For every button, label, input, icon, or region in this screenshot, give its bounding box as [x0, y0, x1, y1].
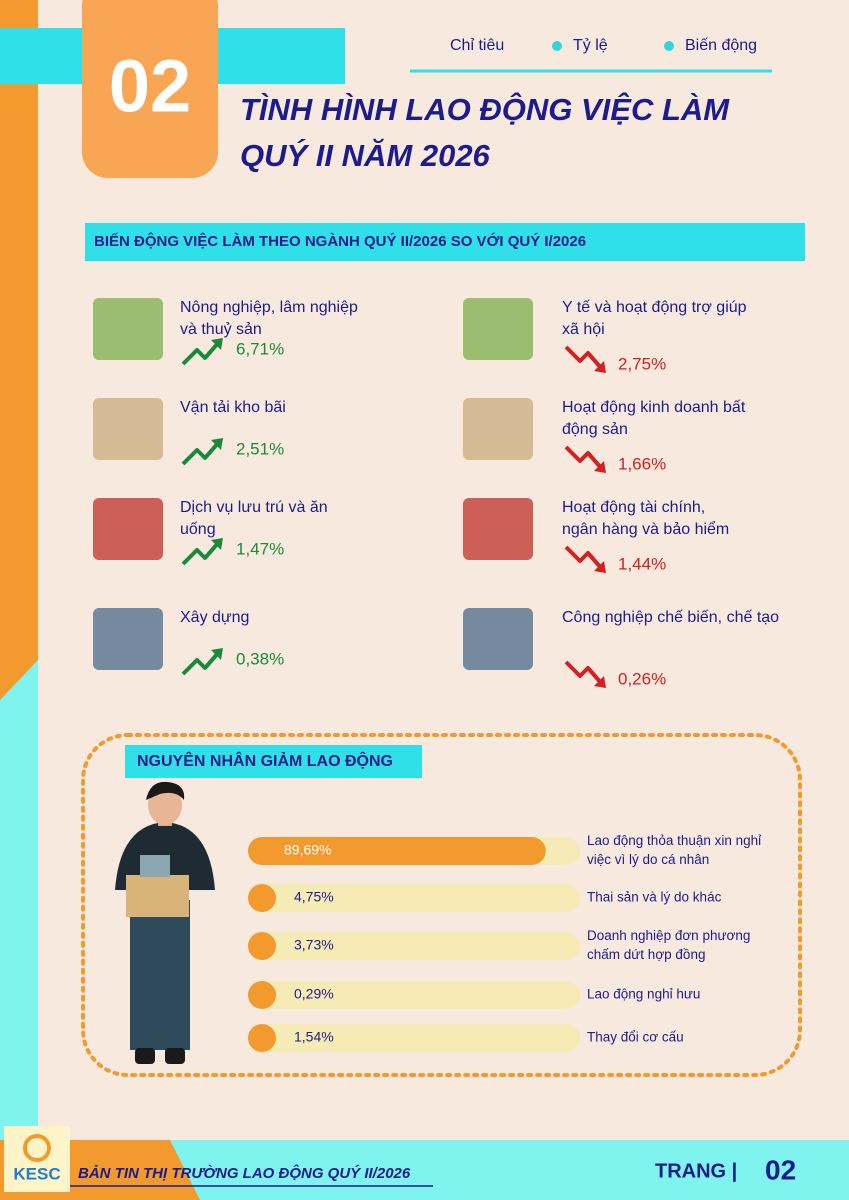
reason-bar	[248, 981, 276, 1009]
trend-arrow	[564, 545, 604, 571]
person-illustration	[115, 781, 215, 1064]
industry-icon	[463, 608, 533, 670]
reason-value: 1,54%	[294, 1029, 334, 1045]
section-title: BIẾN ĐỘNG VIỆC LÀM THEO NGÀNH QUÝ II/202…	[94, 232, 586, 250]
industry-icon	[93, 608, 163, 670]
industry-label: Vận tải kho bãi	[180, 399, 286, 416]
legend-item: Tỷ lệ	[573, 37, 608, 54]
trend-arrow	[181, 340, 221, 366]
industry-value: 1,66%	[618, 454, 666, 473]
trend-arrowhead	[594, 461, 606, 473]
title: QUÝ II NĂM 2026	[240, 138, 491, 173]
reason-value: 0,29%	[294, 986, 334, 1002]
industry-label: Xây dựng	[180, 609, 249, 626]
trend-arrow	[181, 650, 221, 676]
legend-item: Biến động	[685, 37, 757, 54]
industry-value: 2,51%	[236, 439, 284, 458]
reason-text: Lao động nghỉ hưu	[587, 987, 700, 1002]
industry-icon	[93, 498, 163, 560]
footer-title: BẢN TIN THỊ TRƯỜNG LAO ĐỘNG QUÝ II/2026	[78, 1164, 411, 1182]
reasons-frame	[81, 733, 802, 1077]
reason-value: 89,69%	[284, 842, 331, 858]
reason-track	[248, 932, 580, 960]
industry-icon	[93, 298, 163, 360]
trend-arrowhead	[594, 561, 606, 573]
industry-label: Hoạt động tài chính,	[562, 499, 705, 516]
page-number: 02	[765, 1154, 796, 1185]
trend-arrow	[564, 445, 604, 471]
legend-dot	[552, 41, 562, 51]
section-number: 02	[109, 45, 191, 128]
reason-text: Lao động thỏa thuận xin nghỉ	[587, 833, 761, 848]
reason-text: việc vì lý do cá nhân	[587, 852, 709, 867]
industry-label: Nông nghiệp, lâm nghiệp	[180, 299, 358, 316]
title: TÌNH HÌNH LAO ĐỘNG VIỆC LÀM	[240, 91, 730, 127]
trend-arrowhead	[211, 648, 223, 660]
trend-arrow	[181, 540, 221, 566]
trend-arrowhead	[594, 676, 606, 688]
industry-label: uống	[180, 521, 216, 538]
industry-label: Hoạt động kinh doanh bất	[562, 399, 746, 416]
industry-value: 6,71%	[236, 339, 284, 358]
section-header	[125, 745, 422, 778]
industry-value: 1,47%	[236, 539, 284, 558]
industry-label: và thuỷ sản	[180, 321, 262, 338]
industry-icon	[463, 498, 533, 560]
reason-value: 4,75%	[294, 889, 334, 905]
legend-item: Chỉ tiêu	[450, 37, 504, 54]
industry-label: Dịch vụ lưu trú và ăn	[180, 499, 328, 516]
reason-bar	[248, 1024, 276, 1052]
industry-value: 0,26%	[618, 669, 666, 688]
trend-arrow	[564, 345, 604, 371]
reason-bar	[248, 837, 546, 865]
logo-mark	[23, 1134, 51, 1162]
industry-label: xã hội	[562, 321, 605, 338]
industry-icon	[463, 298, 533, 360]
reason-track	[248, 1024, 580, 1052]
reason-text: chấm dứt hợp đồng	[587, 947, 705, 962]
trend-arrow	[181, 440, 221, 466]
industry-icon	[93, 398, 163, 460]
industry-value: 2,75%	[618, 354, 666, 373]
reason-text: Doanh nghiệp đơn phương	[587, 928, 750, 943]
industry-icon	[463, 398, 533, 460]
reason-track	[248, 884, 580, 912]
reason-bar	[248, 932, 276, 960]
logo-text: KESC	[13, 1164, 60, 1183]
industry-label: động sản	[562, 421, 628, 438]
number-box	[82, 0, 218, 178]
reason-text: Thay đổi cơ cấu	[587, 1030, 684, 1045]
section-title: NGUYÊN NHÂN GIẢM LAO ĐỘNG	[137, 751, 393, 770]
left-stripe	[0, 0, 38, 700]
industry-value: 0,38%	[236, 649, 284, 668]
industry-label: Công nghiệp chế biến, chế tạo	[562, 609, 779, 626]
page-label: TRANG |	[655, 1160, 737, 1182]
legend-dot	[664, 41, 674, 51]
reason-bar	[248, 884, 276, 912]
reason-track	[248, 981, 580, 1009]
reason-value: 3,73%	[294, 937, 334, 953]
trend-arrowhead	[594, 361, 606, 373]
section-header	[85, 223, 805, 261]
trend-arrowhead	[211, 338, 223, 350]
trend-arrowhead	[211, 438, 223, 450]
industry-label: ngân hàng và bảo hiểm	[562, 520, 729, 538]
industry-label: Y tế và hoạt động trợ giúp	[562, 299, 747, 316]
reason-text: Thai sản và lý do khác	[587, 890, 722, 905]
trend-arrow	[564, 660, 604, 686]
industry-value: 1,44%	[618, 554, 666, 573]
trend-arrowhead	[211, 538, 223, 550]
left-stripe-cyan	[0, 660, 38, 1140]
